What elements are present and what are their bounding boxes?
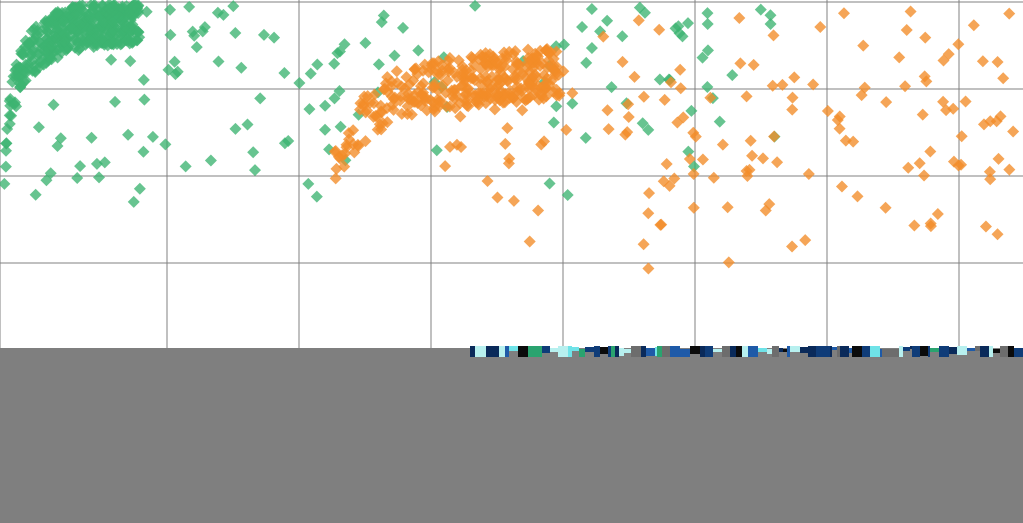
scatter-chart xyxy=(0,0,1023,523)
bottom-occlusion-panel xyxy=(0,348,1023,523)
corrupted-pixel-band xyxy=(470,346,1023,357)
